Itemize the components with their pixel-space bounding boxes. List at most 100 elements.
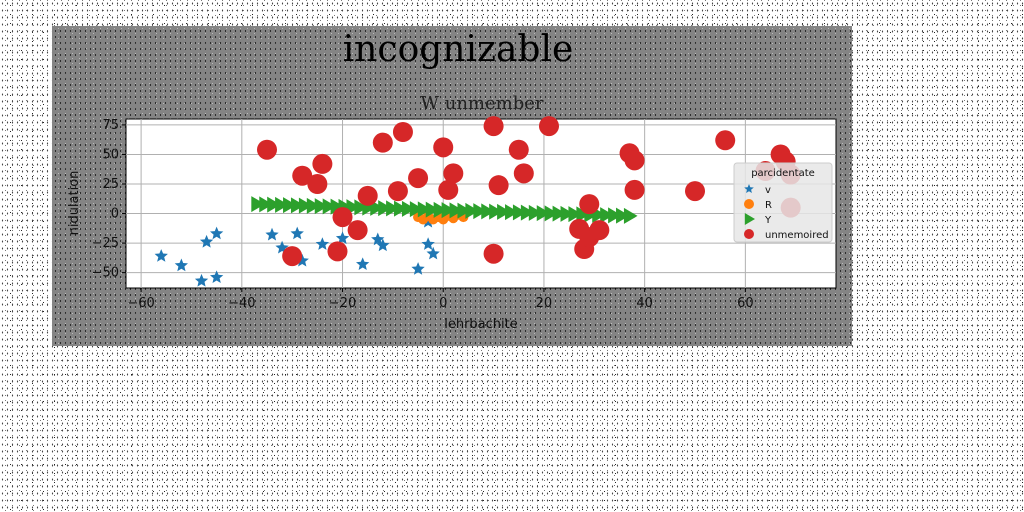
- data-point: [251, 196, 265, 213]
- x-tick-label: −20: [329, 296, 356, 311]
- legend-marker: [744, 184, 754, 193]
- data-point: [426, 246, 440, 260]
- data-point: [387, 181, 408, 202]
- data-point: [443, 163, 464, 184]
- data-point: [372, 132, 393, 153]
- legend-marker: [744, 229, 754, 239]
- data-point: [376, 238, 390, 252]
- data-point: [616, 207, 630, 224]
- marks: [154, 116, 801, 287]
- data-point: [330, 198, 345, 215]
- series-Y: [251, 196, 638, 224]
- figure: incognizable W unmember −60 −40 −20 0 20 40 60…: [52, 26, 852, 346]
- x-tick-label: −60: [127, 296, 154, 311]
- data-point: [425, 201, 440, 218]
- data-point: [544, 205, 559, 222]
- x-tick-label: 40: [636, 296, 653, 311]
- data-point: [579, 194, 600, 215]
- data-point: [290, 226, 304, 240]
- data-point: [433, 137, 454, 158]
- data-point: [314, 198, 329, 215]
- series-v: [154, 214, 440, 287]
- chart: incognizable W unmember −60 −40 −20 0 20 40 60…: [67, 29, 837, 332]
- y-tick-label: −50: [92, 266, 119, 281]
- data-point: [433, 201, 448, 218]
- data-point: [465, 202, 479, 219]
- legend-frame: [733, 162, 833, 243]
- data-point: [154, 249, 168, 262]
- data-point: [589, 220, 610, 241]
- ticks: −60 −40 −20 0 20 40 60 −50 −25 0 25 50 75: [92, 118, 754, 311]
- data-point: [538, 116, 559, 137]
- data-point: [327, 241, 348, 262]
- data-point: [292, 165, 313, 186]
- x-tick-label: 20: [536, 296, 553, 311]
- data-point: [417, 201, 432, 218]
- data-point: [335, 231, 350, 244]
- data-point: [312, 153, 333, 174]
- data-point: [194, 273, 209, 287]
- data-point: [290, 197, 305, 214]
- x-tick-label: 60: [737, 296, 754, 311]
- x-axis-label: lehrbachite: [444, 317, 518, 332]
- data-point: [488, 175, 509, 196]
- data-point: [210, 226, 224, 240]
- data-point: [265, 227, 279, 241]
- data-point: [576, 206, 590, 223]
- x-tick-label: −40: [228, 296, 255, 311]
- legend-label: v: [765, 185, 771, 196]
- data-point: [267, 196, 281, 213]
- data-point: [347, 220, 368, 241]
- data-point: [600, 207, 614, 224]
- data-point: [354, 199, 368, 216]
- data-point: [298, 197, 313, 214]
- data-point: [307, 174, 328, 194]
- y-axis-label: nidulation: [67, 171, 82, 236]
- y-tick-label: 0: [111, 207, 119, 222]
- data-point: [505, 204, 519, 221]
- data-point: [438, 179, 459, 200]
- data-point: [392, 122, 413, 142]
- data-point: [306, 197, 321, 214]
- legend-label: R: [765, 200, 772, 211]
- chart-title: W unmember: [421, 93, 544, 114]
- data-point: [624, 150, 645, 171]
- y-tick-label: 25: [102, 177, 119, 192]
- data-point: [715, 130, 736, 151]
- data-point: [513, 163, 534, 184]
- data-point: [552, 205, 567, 222]
- legend-marker: [744, 213, 755, 225]
- data-point: [421, 214, 435, 228]
- data-point: [483, 116, 504, 137]
- data-point: [322, 198, 337, 215]
- data-point: [174, 258, 188, 272]
- data-point: [409, 201, 424, 218]
- y-tick-label: −25: [92, 236, 119, 251]
- legend-title: parcidentate: [751, 168, 815, 179]
- data-point: [568, 206, 583, 223]
- data-point: [210, 270, 224, 283]
- data-point: [528, 204, 543, 221]
- data-point: [685, 181, 706, 202]
- data-point: [283, 197, 297, 214]
- data-point: [401, 200, 416, 217]
- data-point: [332, 207, 353, 228]
- data-point: [624, 179, 645, 200]
- data-point: [356, 257, 370, 270]
- data-point: [370, 199, 384, 216]
- data-point: [199, 234, 214, 248]
- data-point: [449, 202, 464, 219]
- data-point: [386, 200, 400, 217]
- data-point: [520, 204, 535, 221]
- plot-area: [125, 118, 837, 289]
- data-point: [394, 200, 408, 217]
- data-point: [473, 203, 487, 220]
- data-point: [371, 232, 385, 246]
- chart-suptitle: incognizable: [343, 29, 574, 70]
- data-point: [560, 205, 575, 222]
- data-point: [489, 203, 503, 220]
- data-point: [497, 203, 511, 220]
- data-point: [536, 205, 551, 222]
- data-point: [457, 202, 472, 219]
- legend-marker: [744, 199, 754, 209]
